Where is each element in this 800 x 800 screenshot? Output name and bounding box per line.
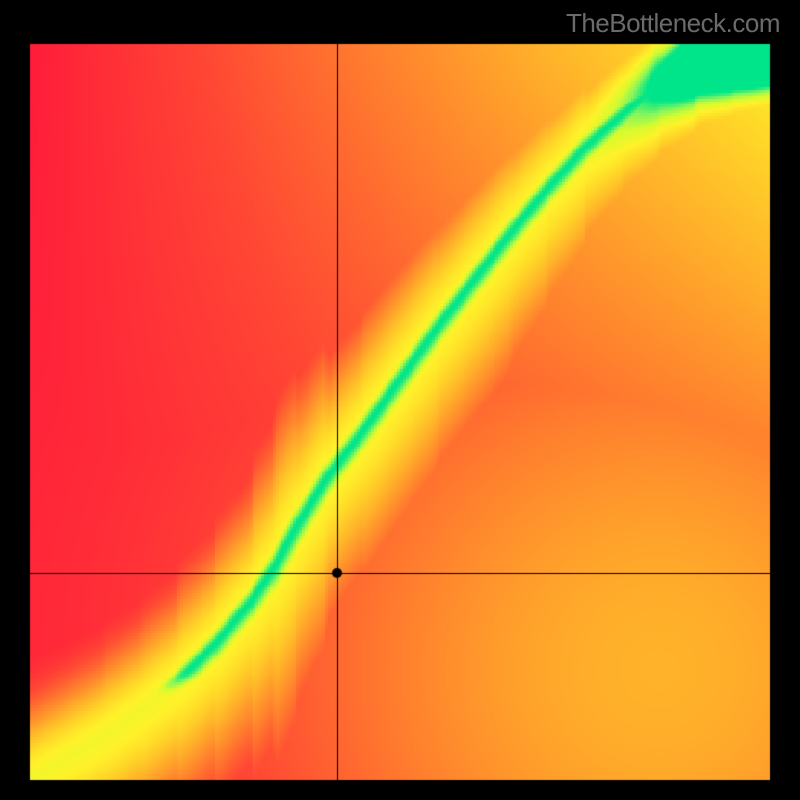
figure-root: TheBottleneck.com [0, 0, 800, 800]
watermark-text: TheBottleneck.com [566, 8, 780, 39]
heatmap-canvas [0, 0, 800, 800]
